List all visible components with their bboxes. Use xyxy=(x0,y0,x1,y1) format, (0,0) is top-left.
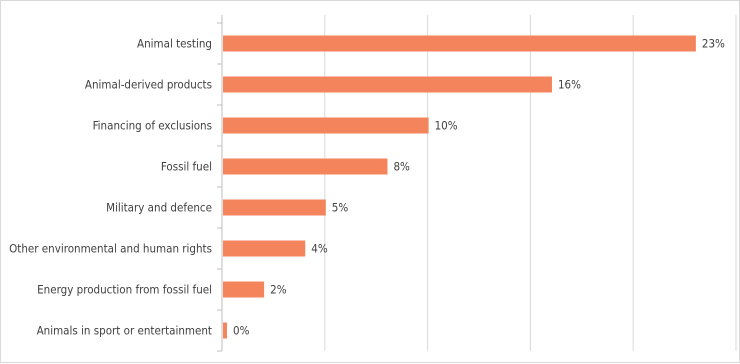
value-label: 16% xyxy=(558,78,581,92)
bar xyxy=(223,36,696,52)
category-label: Fossil fuel xyxy=(161,160,212,174)
category-label: Military and defence xyxy=(106,201,212,215)
category-label: Animal-derived products xyxy=(85,78,212,92)
bar xyxy=(223,323,227,339)
value-label: 10% xyxy=(435,119,458,133)
bar xyxy=(223,241,305,257)
value-label: 8% xyxy=(393,160,410,174)
value-label: 5% xyxy=(332,201,349,215)
category-label: Other environmental and human rights xyxy=(9,242,212,256)
category-label: Energy production from fossil fuel xyxy=(37,283,212,297)
category-label: Animal testing xyxy=(137,37,212,51)
bar xyxy=(223,77,552,93)
bar xyxy=(223,200,326,216)
value-label: 4% xyxy=(311,242,328,256)
value-label: 23% xyxy=(702,37,725,51)
bar xyxy=(223,282,264,298)
category-label: Financing of exclusions xyxy=(93,119,212,133)
value-label: 0% xyxy=(233,324,250,338)
bar xyxy=(223,118,429,134)
bar xyxy=(223,159,387,175)
value-label: 2% xyxy=(270,283,287,297)
category-label: Animals in sport or entertainment xyxy=(37,324,212,338)
